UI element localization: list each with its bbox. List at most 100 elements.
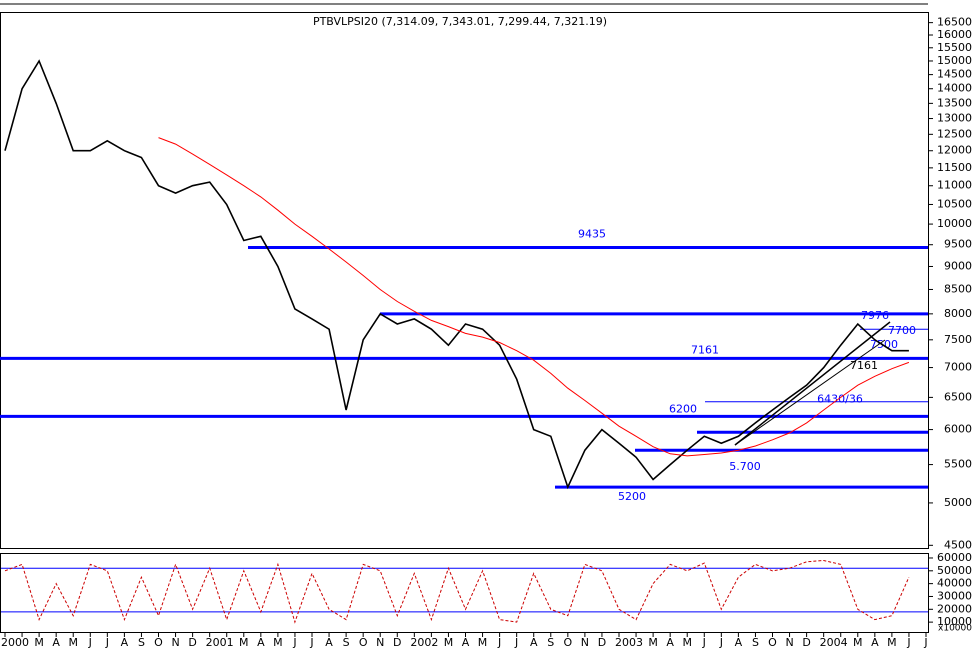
x-tick-label: M [273, 636, 283, 649]
x-tick-label: D [393, 636, 401, 649]
level-label: 7976 [861, 309, 889, 322]
series-line [4, 59, 909, 490]
y-tick-label: 14500 [937, 68, 972, 81]
y-tick-label: 30000 [937, 589, 972, 602]
y-tick-label: 14000 [937, 82, 972, 95]
x-tick-label: S [343, 636, 350, 649]
x-tick-label: M [648, 636, 658, 649]
y-tick-label: 13000 [937, 112, 972, 125]
x-tick-label: M [239, 636, 249, 649]
y-tick-label: 15500 [937, 41, 972, 54]
x-tick-label: M [34, 636, 44, 649]
x-tick-label: M [887, 636, 897, 649]
x-tick-label: A [871, 636, 879, 649]
x-tick-label: 2004 [820, 636, 848, 649]
y-tick-label: 15000 [937, 54, 972, 67]
axis-unit: x10000 [938, 624, 972, 634]
x-tick-label: 2001 [206, 636, 234, 649]
x-tick-label: N [581, 636, 589, 649]
y-tick-label: 5500 [944, 458, 972, 471]
x-tick-label: O [154, 636, 163, 649]
level-label: 9435 [578, 227, 606, 240]
x-tick-label: J [105, 636, 109, 649]
x-tick-label: J [497, 636, 501, 649]
x-tick-label: S [752, 636, 759, 649]
y-tick-label: 6500 [944, 390, 972, 403]
annotation: 7161 [850, 359, 878, 372]
y-tick-label: 9500 [944, 238, 972, 251]
y-tick-label: 40000 [937, 577, 972, 590]
y-tick-label: 16000 [937, 28, 972, 41]
x-tick-label: S [547, 636, 554, 649]
x-tick-label: O [768, 636, 777, 649]
x-tick-label: A [121, 636, 129, 649]
chart-title: PTBVLPSI20 (7,314.09, 7,343.01, 7,299.44… [313, 15, 607, 28]
x-tick-label: A [257, 636, 265, 649]
x-tick-label: J [292, 636, 296, 649]
y-tick-label: 4500 [944, 538, 972, 551]
y-tick-label: 11500 [937, 161, 972, 174]
y-tick-label: 7000 [944, 361, 972, 374]
x-tick-label: J [88, 636, 92, 649]
x-tick-label: S [138, 636, 145, 649]
x-tick-label: D [802, 636, 810, 649]
x-tick-label: A [735, 636, 743, 649]
x-tick-label: D [598, 636, 606, 649]
level-label: 5200 [618, 490, 646, 503]
y-tick-label: 10000 [937, 217, 972, 230]
x-tick-label: J [923, 636, 927, 649]
x-tick-label: A [462, 636, 470, 649]
y-tick-label: 50000 [937, 564, 972, 577]
y-tick-label: 10000 [937, 615, 972, 628]
x-tick-label: A [666, 636, 674, 649]
x-tick-label: A [52, 636, 60, 649]
y-tick-label: 20000 [937, 602, 972, 615]
x-tick-label: J [514, 636, 518, 649]
level-label: 6200 [669, 402, 697, 415]
x-tick-label: N [376, 636, 384, 649]
x-tick-label: 2000 [1, 636, 29, 649]
x-tick-label: 2002 [410, 636, 438, 649]
x-tick-label: N [171, 636, 179, 649]
level-label: 5.700 [729, 460, 761, 473]
y-tick-label: 8500 [944, 282, 972, 295]
x-tick-label: J [309, 636, 313, 649]
price-panel [0, 12, 929, 549]
x-tick-label: O [563, 636, 572, 649]
y-tick-label: 13500 [937, 96, 972, 109]
y-tick-label: 10500 [937, 197, 972, 210]
x-tick-label: M [478, 636, 488, 649]
trend-line [734, 321, 891, 446]
oscillator-panel [0, 553, 929, 633]
x-tick-label: M [68, 636, 78, 649]
series-line [4, 559, 910, 624]
y-tick-label: 5000 [944, 496, 972, 509]
y-tick-label: 7500 [944, 333, 972, 346]
y-tick-label: 8000 [944, 307, 972, 320]
x-tick-label: J [906, 636, 910, 649]
x-tick-label: A [530, 636, 538, 649]
x-tick-label: J [702, 636, 706, 649]
y-tick-label: 16500 [937, 16, 972, 29]
y-tick-label: 12000 [937, 144, 972, 157]
x-tick-label: M [444, 636, 454, 649]
x-tick-label: 2003 [615, 636, 643, 649]
y-tick-label: 6000 [944, 423, 972, 436]
x-tick-label: O [359, 636, 368, 649]
y-tick-label: 60000 [937, 551, 972, 564]
level-label: 6430/36 [817, 393, 863, 406]
level-label: 7700 [888, 324, 916, 337]
y-tick-label: 11000 [937, 179, 972, 192]
y-tick-label: 12500 [937, 127, 972, 140]
x-tick-label: J [719, 636, 723, 649]
x-tick-label: A [325, 636, 333, 649]
x-tick-label: M [682, 636, 692, 649]
y-tick-label: 9000 [944, 259, 972, 272]
trend-line [734, 339, 886, 446]
series-line [158, 137, 910, 457]
x-tick-label: M [853, 636, 863, 649]
x-tick-label: N [785, 636, 793, 649]
x-tick-label: D [188, 636, 196, 649]
